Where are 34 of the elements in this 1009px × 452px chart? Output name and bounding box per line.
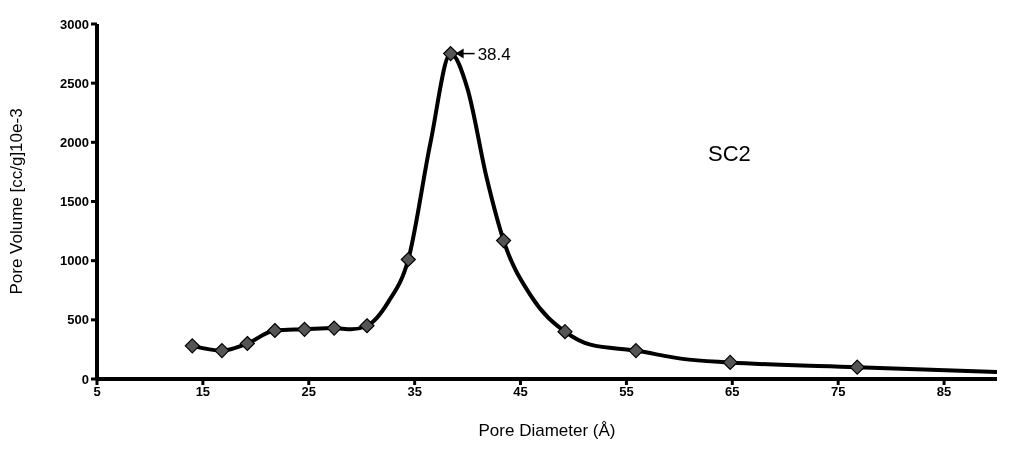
point bbox=[495, 232, 512, 249]
y-tick-label: 500 bbox=[67, 312, 89, 328]
y-tick-label: 1000 bbox=[60, 253, 89, 269]
point bbox=[184, 338, 200, 354]
y-tick-label: 2000 bbox=[60, 134, 89, 150]
point bbox=[628, 343, 644, 359]
x-tick-label: 85 bbox=[936, 384, 952, 400]
point bbox=[267, 322, 283, 339]
x-axis-title: Pore Diameter (Å) bbox=[478, 421, 616, 440]
y-tick-label: 3000 bbox=[60, 16, 89, 32]
point bbox=[326, 320, 342, 336]
x-tick-label: 35 bbox=[407, 384, 422, 400]
annotation: SC2 bbox=[708, 141, 751, 167]
point bbox=[443, 45, 459, 62]
annotation: 38.4 bbox=[477, 44, 511, 64]
y-tick-label: 0 bbox=[81, 371, 89, 387]
y-axis-title: Pore Volume [cc/g]10e-3 bbox=[7, 108, 26, 295]
x-tick-label: 15 bbox=[195, 384, 211, 400]
point bbox=[296, 321, 313, 337]
point bbox=[557, 324, 573, 340]
point bbox=[400, 251, 416, 268]
point bbox=[214, 343, 230, 359]
point bbox=[722, 354, 738, 371]
x-tick-label: 75 bbox=[830, 384, 846, 400]
y-tick-label: 1500 bbox=[60, 194, 89, 210]
y-tick-label: 2500 bbox=[60, 75, 89, 91]
x-tick-label: 45 bbox=[513, 384, 528, 400]
x-tick-label: 65 bbox=[725, 384, 740, 400]
point bbox=[239, 335, 255, 352]
x-tick-label: 5 bbox=[93, 384, 101, 400]
x-tick-label: 55 bbox=[619, 384, 634, 400]
point bbox=[359, 318, 375, 334]
x-tick-label: 25 bbox=[301, 384, 316, 400]
point bbox=[849, 359, 865, 375]
